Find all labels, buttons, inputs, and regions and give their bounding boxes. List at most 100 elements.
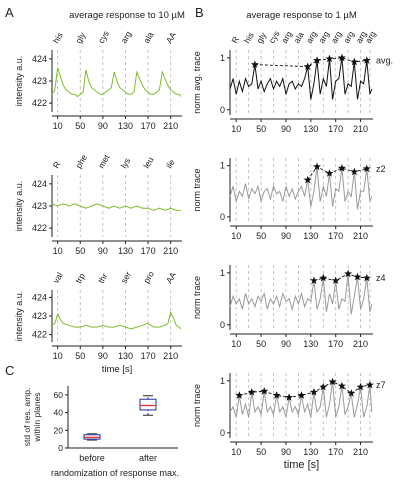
line-chart-b1: 0 1 10 50 90 130 170 210 norm trace z2 — [192, 158, 386, 241]
box — [139, 398, 157, 411]
y-tick-label: 1 — [220, 161, 225, 171]
y-tick-label: 422 — [32, 98, 47, 108]
y-tick-label: 1 — [220, 53, 225, 63]
y-tick-label: 40 — [54, 408, 64, 418]
series-label: z7 — [376, 380, 386, 390]
stim-label: phe — [73, 152, 89, 170]
stim-label: arg — [119, 29, 134, 45]
x-tick-label: 170 — [141, 351, 156, 361]
x-tick-label: 50 — [256, 231, 266, 241]
series-line — [51, 67, 182, 98]
y-tick-label: 0 — [58, 443, 63, 453]
x-tick-label: 10 — [53, 121, 63, 131]
peak-connector — [307, 166, 367, 181]
peak-star — [331, 276, 340, 284]
stim-label: gly — [73, 30, 87, 45]
stim-label: arg — [329, 29, 344, 45]
x-axis-label: time [s] — [102, 364, 133, 375]
x-tick-label: 130 — [118, 121, 133, 131]
y-tick-label: 424 — [32, 54, 47, 64]
y-tick-label: 20 — [54, 425, 64, 435]
stim-label: ala — [141, 30, 155, 45]
y-axis-label: norm trace — [192, 168, 202, 211]
y-axis-label: intensity a.u. — [14, 56, 24, 107]
x-tick-label: 10 — [231, 339, 241, 349]
stim-label: cys — [267, 29, 282, 45]
peak-star — [313, 56, 321, 64]
x-tick-label: 130 — [303, 447, 318, 457]
series-label: z4 — [376, 273, 386, 283]
x-tick-label: 50 — [75, 246, 85, 256]
y-tick-label: 0 — [220, 320, 225, 330]
y-axis-label: norm trace — [192, 276, 202, 319]
x-tick-label: 50 — [75, 351, 85, 361]
stim-label: AA — [164, 30, 178, 45]
peak-star — [319, 382, 328, 391]
x-tick-label: 170 — [328, 447, 343, 457]
peak-star — [347, 389, 356, 397]
panel-letter-a: A — [5, 5, 14, 20]
peak-star — [309, 276, 318, 284]
y-axis-label: intensity a.u. — [14, 181, 24, 232]
y-tick-label: 424 — [32, 179, 47, 189]
stim-label: trp — [73, 271, 87, 285]
x-tick-label: 210 — [353, 339, 368, 349]
chart-title: average response to 10 µM — [69, 10, 185, 21]
x-axis-label: randomization of response max. — [51, 468, 179, 478]
peak-star — [365, 380, 374, 389]
x-tick-label: 210 — [353, 447, 368, 457]
x-tick-label: 210 — [163, 121, 178, 131]
series-label: avg. — [376, 55, 393, 65]
peak-star — [235, 391, 244, 399]
x-tick-label: 130 — [303, 231, 318, 241]
peak-star — [356, 382, 365, 391]
peak-star — [325, 54, 334, 63]
x-tick-label: 210 — [163, 351, 178, 361]
peak-star — [362, 164, 371, 173]
panel-letter-b: B — [195, 5, 204, 20]
x-tick-label: 130 — [303, 339, 318, 349]
peak-star — [303, 62, 312, 70]
stim-label: leu — [141, 155, 155, 170]
x-tick-label: 90 — [281, 339, 291, 349]
line-chart-b2: 0 1 10 50 90 130 170 210 norm trace z4 — [192, 265, 386, 349]
x-tick-label: 50 — [75, 121, 85, 131]
peak-star — [350, 167, 359, 176]
y-tick-label: 1 — [220, 376, 225, 386]
x-tick-label: 130 — [303, 124, 318, 134]
line-chart-a2: val trp thr ser pro AA 422 423 424 10 50 90 130 170 21… — [14, 269, 182, 375]
stim-label: ser — [119, 270, 134, 285]
x-tick-label: 10 — [53, 351, 63, 361]
peak-star — [337, 53, 346, 62]
x-tick-label: 90 — [98, 351, 108, 361]
y-tick-label: 422 — [32, 223, 47, 233]
x-tick-label: 50 — [256, 124, 266, 134]
stim-label: arg — [363, 29, 378, 45]
x-tick-label: 90 — [281, 231, 291, 241]
series-line — [229, 57, 373, 100]
peak-star — [297, 391, 306, 399]
x-tick-label: 170 — [328, 231, 343, 241]
peak-star — [272, 391, 281, 399]
stim-label: AA — [164, 270, 178, 285]
stim-label: lys — [119, 156, 133, 170]
stim-label: arg — [341, 29, 356, 45]
x-tick-label: 130 — [118, 351, 133, 361]
stim-label: cys — [96, 29, 111, 45]
y-axis-label: norm avg. trace — [192, 51, 202, 114]
peak-star — [285, 393, 294, 401]
y-tick-label: 0 — [220, 105, 225, 115]
peak-star — [353, 272, 362, 281]
x-tick-label: 50 — [256, 339, 266, 349]
box-plot: 0 20 40 60 std of res. amp. within planes befo… — [22, 386, 179, 478]
series-line — [229, 273, 373, 315]
x-tick-label: 130 — [118, 246, 133, 256]
x-tick-label: 90 — [281, 447, 291, 457]
y-tick-label: 422 — [32, 330, 47, 340]
line-chart-a0: his gly cys arg ala AA 422 423 424 10 50 90 130 170 21… — [14, 10, 185, 131]
peak-star — [247, 388, 256, 396]
